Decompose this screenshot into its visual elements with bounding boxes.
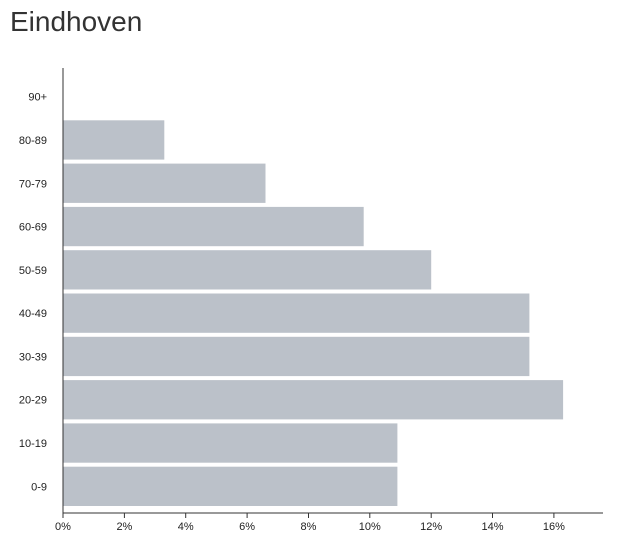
x-axis-ticks: 0% 2% 4% 6% 8% 10% 12% 14% 16%: [55, 513, 565, 533]
x-tick-label: 12%: [420, 521, 442, 533]
category-label: 30-39: [19, 351, 47, 363]
bars-layer: [63, 120, 564, 506]
page-title: Eindhoven: [10, 6, 143, 37]
bar-30-39: [63, 336, 530, 377]
x-tick-label: 4%: [178, 521, 194, 533]
x-tick-label: 16%: [543, 521, 565, 533]
x-tick-label: 0%: [55, 521, 71, 533]
category-label: 60-69: [19, 222, 47, 234]
bar-20-29: [63, 380, 564, 420]
bar-50-59: [63, 250, 432, 290]
bar-40-49: [63, 293, 530, 333]
category-label: 90+: [28, 92, 47, 104]
category-label: 0-9: [31, 481, 47, 493]
x-tick-label: 2%: [116, 521, 132, 533]
category-label: 40-49: [19, 308, 47, 320]
bar-10-19: [63, 423, 398, 463]
x-tick-label: 10%: [359, 521, 381, 533]
category-label: 10-19: [19, 438, 47, 450]
x-tick-label: 8%: [301, 521, 317, 533]
category-label: 20-29: [19, 395, 47, 407]
bar-80-89: [63, 120, 165, 160]
bar-0-9: [63, 466, 398, 506]
category-labels: 90+ 80-89 70-79 60-69 50-59 40-49 30-39 20-29 10…: [19, 92, 47, 494]
category-label: 70-79: [19, 178, 47, 190]
x-tick-label: 6%: [239, 521, 255, 533]
category-label: 80-89: [19, 135, 47, 147]
bar-60-69: [63, 206, 364, 247]
bar-70-79: [63, 163, 266, 203]
x-tick-label: 14%: [481, 521, 503, 533]
category-label: 50-59: [19, 265, 47, 277]
